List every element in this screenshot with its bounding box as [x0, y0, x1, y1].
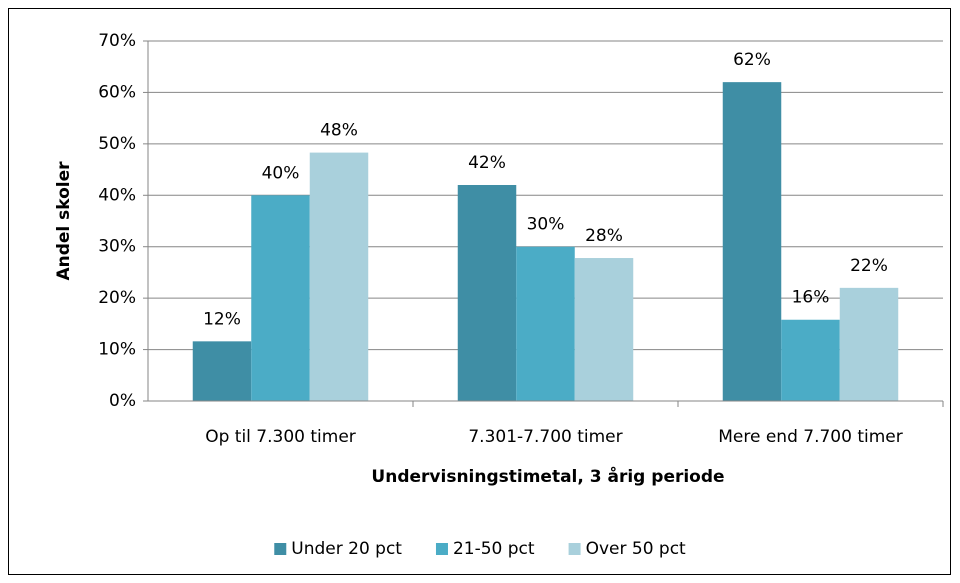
- data-label: 40%: [262, 163, 300, 183]
- legend-label: Over 50 pct: [586, 539, 686, 559]
- legend-label: Under 20 pct: [291, 539, 402, 559]
- bar: [722, 82, 782, 402]
- y-tick-label: 20%: [98, 288, 136, 308]
- data-label: 28%: [585, 226, 623, 246]
- y-tick-label: 70%: [98, 31, 136, 51]
- y-axis-title: Andel skoler: [54, 161, 74, 281]
- bar: [574, 258, 634, 401]
- data-label: 42%: [468, 153, 506, 173]
- y-tick-label: 0%: [109, 391, 136, 411]
- x-axis-title: Undervisningstimetal, 3 årig periode: [371, 465, 724, 487]
- bar: [457, 185, 517, 401]
- bar: [309, 152, 369, 401]
- data-label: 30%: [527, 215, 565, 235]
- bar: [192, 341, 252, 401]
- bar: [516, 246, 575, 401]
- data-label: 12%: [203, 309, 241, 329]
- legend-swatch: [568, 543, 581, 555]
- data-label: 22%: [850, 256, 888, 276]
- y-tick-label: 40%: [98, 185, 136, 205]
- y-tick-label: 50%: [98, 134, 136, 154]
- legend-swatch: [435, 543, 448, 555]
- data-label: 62%: [733, 50, 771, 70]
- data-label: 16%: [792, 288, 830, 308]
- data-label: 48%: [320, 121, 358, 141]
- bar: [781, 319, 840, 401]
- x-tick-label: 7.301-7.700 timer: [468, 427, 622, 447]
- legend-label: 21-50 pct: [453, 539, 535, 559]
- y-tick-label: 10%: [98, 340, 136, 360]
- y-tick-label: 30%: [98, 237, 136, 257]
- x-tick-label: Op til 7.300 timer: [205, 427, 356, 447]
- x-tick-label: Mere end 7.700 timer: [718, 427, 903, 447]
- y-tick-label: 60%: [98, 82, 136, 102]
- bar: [251, 195, 310, 401]
- legend-swatch: [274, 543, 287, 555]
- bar: [839, 287, 899, 401]
